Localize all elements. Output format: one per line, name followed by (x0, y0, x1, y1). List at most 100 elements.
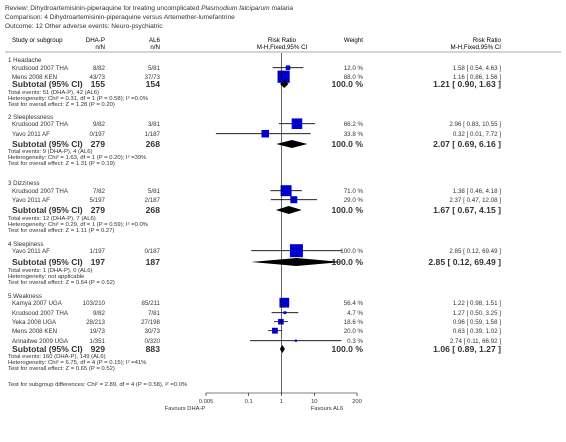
effect-square (285, 65, 291, 70)
subgroup-note: Test for overall effect: Z = 0.64 (P = 0… (8, 280, 115, 286)
subtotal-exp-n: 155 (91, 79, 106, 89)
subtotal-label: Subtotal (95% CI) (12, 79, 83, 89)
subtotal-risk-ratio: 1.06 [ 0.89, 1.27 ] (433, 344, 501, 354)
study-exp-events: 19/73 (90, 328, 106, 335)
subtotal-risk-ratio: 1.21 [ 0.90, 1.63 ] (433, 79, 501, 89)
study-name: Mens 2008 KEN (12, 328, 57, 335)
subtotal-exp-n: 197 (91, 257, 106, 267)
study-exp-events: 9/82 (93, 310, 106, 317)
x-axis-tick-label: 0.005 (199, 399, 214, 405)
favours-left-label: Favours DHA-P (165, 406, 206, 412)
subtotal-ctrl-n: 883 (146, 344, 161, 354)
subtotal-ctrl-n: 268 (146, 139, 161, 149)
subtotal-weight: 100.0 % (331, 139, 363, 149)
study-weight: 66.2 % (344, 121, 364, 128)
subtotal-label: Subtotal (95% CI) (12, 257, 83, 267)
effect-square (280, 185, 292, 197)
study-risk-ratio: 2.37 [ 0.47, 12.08 ] (449, 197, 501, 204)
study-name: Krudsood 2007 THA (12, 310, 69, 317)
subtotal-weight: 100.0 % (331, 344, 363, 354)
study-risk-ratio: 1.16 [ 0.86, 1.56 ] (453, 74, 501, 81)
study-name: Arinaitwe 2009 UGA (12, 338, 69, 345)
col-rr-header: Risk Ratio (268, 37, 297, 44)
study-ctrl-events: 30/73 (145, 328, 161, 335)
study-ctrl-events: 3/81 (148, 121, 161, 128)
study-risk-ratio: 1.27 [ 0.50, 3.25 ] (453, 310, 501, 317)
study-ctrl-events: 27/198 (141, 319, 160, 326)
col-ctrl-header: AL6 (149, 37, 161, 44)
subtotal-weight: 100.0 % (331, 205, 363, 215)
subtotal-exp-n: 279 (91, 205, 106, 215)
study-ctrl-events: 1/187 (145, 131, 161, 138)
subtotal-label: Subtotal (95% CI) (12, 139, 83, 149)
col-exp-header: DHA-P (86, 37, 105, 44)
x-axis: 0.005 0.1 1 10 200 Favours DHA-P Favours AL6 (165, 392, 362, 412)
study-weight: 56.4 % (344, 300, 364, 307)
subgroup-note: Total events: 51 (DHA-P), 42 (AL6) (8, 90, 99, 96)
study-exp-events: 0/197 (90, 131, 106, 138)
subgroup-note: Heterogeneity: Chi² = 1.63, df = 1 (P = … (8, 155, 147, 161)
effect-square (294, 339, 297, 342)
effect-square (278, 318, 284, 325)
study-ctrl-events: 0/320 (145, 338, 161, 345)
study-risk-ratio: 1.58 [ 0.54, 4.63 ] (453, 65, 501, 72)
subgroup-note: Total events: 12 (DHA-P), 7 (AL6) (8, 216, 96, 222)
col-exp-nn: n/N (95, 44, 105, 51)
subgroup-note: Heterogeneity: Chi² = 6.75, df = 4 (P = … (8, 360, 147, 366)
study-exp-events: 5/197 (90, 197, 106, 204)
effect-square (291, 118, 303, 129)
effect-square (283, 311, 287, 315)
subtotal-risk-ratio: 2.85 [ 0.12, 69.49 ] (428, 257, 501, 267)
x-axis-tick-label: 0.1 (245, 399, 253, 405)
study-ctrl-events: 2/187 (145, 197, 161, 204)
study-name: Yeka 2008 UGA (12, 319, 57, 326)
study-exp-events: 1/197 (90, 248, 106, 255)
study-ctrl-events: 5/81 (148, 65, 161, 72)
study-name: Yavo 2011 AF (12, 131, 50, 138)
subtotal-ctrl-n: 154 (146, 79, 161, 89)
comparison-label: Comparison: 4 Dihydroartemisinin-piperaq… (5, 14, 235, 21)
subgroup-note: Heterogeneity: Chi² = 0.31, df = 1 (P = … (8, 96, 149, 102)
subgroup-title: 5 Weakness (8, 293, 42, 300)
plot-header: Review: Dihydroartemisinin-piperaquine f… (5, 5, 293, 30)
subtotal-ctrl-n: 187 (146, 257, 161, 267)
subtotal-diamond (251, 258, 342, 266)
review-title: Review: Dihydroartemisinin-piperaquine f… (5, 5, 293, 12)
study-risk-ratio: 1.38 [ 0.46, 4.18 ] (453, 188, 501, 195)
study-risk-ratio: 0.32 [ 0.01, 7.72 ] (453, 131, 501, 138)
study-exp-events: 103/210 (83, 300, 106, 307)
subtotal-diamond (276, 140, 308, 148)
study-risk-ratio: 0.96 [ 0.59, 1.58 ] (453, 319, 501, 326)
study-name: Yavo 2011 AF (12, 248, 50, 255)
subgroup-note: Total events: 160 (DHA-P), 149 (AL6) (8, 354, 106, 360)
study-name: Mens 2008 KEN (12, 74, 57, 81)
col-rr2-method: M-H,Fixed,95% CI (450, 44, 501, 51)
study-name: Krudsood 2007 THA (12, 188, 69, 195)
study-weight: 29.0 % (344, 197, 364, 204)
subtotal-exp-n: 279 (91, 139, 106, 149)
subtotal-risk-ratio: 2.07 [ 0.69, 6.16 ] (433, 139, 501, 149)
subgroup-title: 2 Sleeplessness (8, 114, 53, 121)
effect-square (272, 327, 278, 334)
study-ctrl-events: 0/187 (145, 248, 161, 255)
subtotal-diamond (275, 206, 302, 214)
subgroup-note: Test for overall effect: Z = 1.11 (P = 0… (8, 228, 114, 234)
study-risk-ratio: 2.85 [ 0.12, 69.49 ] (449, 248, 501, 255)
subgroup-title: 1 Headache (8, 57, 42, 64)
subtotal-ctrl-n: 268 (146, 205, 161, 215)
study-risk-ratio: 2.96 [ 0.83, 10.55 ] (449, 121, 501, 128)
effect-square (290, 196, 298, 204)
subgroup-title: 4 Sleepiness (8, 241, 43, 248)
effect-square (279, 297, 290, 308)
subgroup-note: Test for overall effect: Z = 1.31 (P = 0… (8, 161, 115, 167)
x-axis-tick-label: 1 (280, 399, 283, 405)
subtotal-label: Subtotal (95% CI) (12, 205, 83, 215)
study-risk-ratio: 0.63 [ 0.39, 1.02 ] (453, 328, 501, 335)
study-ctrl-events: 5/81 (148, 188, 161, 195)
col-ctrl-nn: n/N (150, 44, 160, 51)
study-exp-events: 9/82 (93, 121, 106, 128)
subtotal-risk-ratio: 1.67 [ 0.67, 4.15 ] (433, 205, 501, 215)
